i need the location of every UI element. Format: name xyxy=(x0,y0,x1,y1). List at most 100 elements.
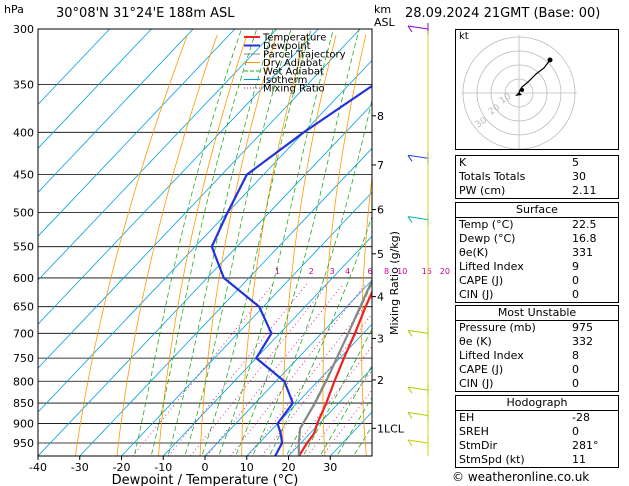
dry-adiabat xyxy=(74,34,188,456)
pressure-tick-label: 300 xyxy=(13,23,34,36)
asl-label: ASL xyxy=(374,16,396,29)
y-axis-label: hPa xyxy=(4,3,24,16)
wind-barb xyxy=(407,386,413,394)
legend-label: Temperature xyxy=(262,33,326,44)
unstable-panel: Most Unstable Pressure (mb) 975 θe (K) 332… xyxy=(455,305,619,392)
wet-adiabat xyxy=(269,215,372,455)
series-temperature xyxy=(298,289,372,456)
dry-adiabat xyxy=(158,34,248,456)
wind-barb xyxy=(407,439,429,444)
wet-adiabat xyxy=(151,29,258,455)
location-title: 30°08'N 31°24'E 188m ASL xyxy=(56,6,235,21)
legend-label: Dry Adiabat xyxy=(263,58,322,69)
legend-label: Mixing Ratio xyxy=(263,84,325,95)
isotherm xyxy=(38,59,372,413)
wind-barb xyxy=(407,329,429,334)
mixing-ratio-axis-label: Mixing Ratio (g/kg) xyxy=(388,231,401,335)
pressure-tick-label: 700 xyxy=(13,327,34,340)
isotherm xyxy=(38,29,110,106)
km-tick-label: 7 xyxy=(377,159,384,172)
datetime-title: 28.09.2024 21GMT (Base: 00) xyxy=(405,6,601,21)
isotherm xyxy=(79,147,372,456)
wet-adiabat xyxy=(134,29,242,455)
temp-tick-label: -40 xyxy=(29,461,47,474)
wet-adiabat xyxy=(337,396,372,455)
mixing-ratio-line xyxy=(168,283,308,456)
hodo-ring-label: 30 xyxy=(474,116,489,131)
legend-label: Isotherm xyxy=(263,75,307,86)
mixing-ratio-label: 8 xyxy=(384,267,389,276)
unstable-title: Most Unstable xyxy=(456,306,618,321)
hodograph-plot: 10 20 30 xyxy=(461,35,577,149)
mixing-ratio-label: 10 xyxy=(397,267,407,276)
isotherm xyxy=(121,191,372,456)
km-tick-label: 3 xyxy=(377,332,384,345)
surface-temp: 22.5 xyxy=(572,218,597,231)
pressure-tick-label: 900 xyxy=(13,418,34,431)
wind-barb xyxy=(407,25,429,30)
surface-panel: Surface Temp (°C) 22.5 Dewp (°C) 16.8 θe(K… xyxy=(455,202,619,303)
mixing-ratio-label: 1 xyxy=(275,267,280,276)
dry-adiabat xyxy=(116,34,218,456)
dry-adiabat xyxy=(436,35,455,456)
km-tick-label: 4 xyxy=(377,291,384,304)
wind-barb xyxy=(407,25,413,33)
mixing-ratio-label: 2 xyxy=(309,267,314,276)
pressure-tick-label: 350 xyxy=(13,78,34,91)
pressure-tick-label: 950 xyxy=(13,437,34,450)
mixing-ratio-line xyxy=(206,283,344,456)
totals-totals: 30 xyxy=(572,170,586,183)
km-tick-label: 1LCL xyxy=(377,422,405,435)
temp-tick-label: 30 xyxy=(323,461,337,474)
isotherm xyxy=(162,235,372,456)
km-tick-label: 8 xyxy=(377,110,384,123)
hodo-ring-label: 20 xyxy=(487,103,502,118)
mixing-ratio-line xyxy=(247,296,372,456)
isotherm xyxy=(38,29,277,281)
pressure-tick-label: 550 xyxy=(13,241,34,254)
dry-adiabat xyxy=(199,34,278,456)
precipitable-water: 2.11 xyxy=(572,184,597,197)
wind-barb xyxy=(407,216,413,223)
wet-adiabat xyxy=(202,29,312,455)
pressure-tick-label: 500 xyxy=(13,206,34,219)
temp-tick-label: -10 xyxy=(154,461,172,474)
wind-barb xyxy=(407,439,413,447)
wind-barb xyxy=(407,330,413,337)
credit-footer: © weatheronline.co.uk xyxy=(452,470,590,484)
x-axis-label: Dewpoint / Temperature (°C) xyxy=(112,473,299,486)
wind-barb xyxy=(407,412,413,419)
pressure-tick-label: 800 xyxy=(13,375,34,388)
isotherm xyxy=(246,323,372,456)
mixing-ratio-line xyxy=(132,283,274,456)
mixing-ratio-label: 3 xyxy=(330,267,335,276)
series-dewpoint xyxy=(210,84,372,456)
isotherm xyxy=(38,29,361,369)
km-tick-label: 2 xyxy=(377,374,384,387)
mixing-ratio-line xyxy=(230,283,367,456)
surface-dewp: 16.8 xyxy=(572,232,597,245)
wind-barb xyxy=(407,412,429,417)
isotherm xyxy=(38,103,372,456)
hodo-params-title: Hodograph xyxy=(456,396,618,411)
mixing-ratio-line xyxy=(261,313,372,456)
k-index: 5 xyxy=(572,156,579,169)
isotherm xyxy=(38,29,152,149)
pressure-tick-label: 400 xyxy=(13,126,34,139)
hodo-params-panel: Hodograph EH -28 SREH 0 StmDir 281° StmSpd … xyxy=(455,395,619,468)
pressure-tick-label: 850 xyxy=(13,397,34,410)
mixing-ratio-line xyxy=(306,369,372,456)
dry-adiabat xyxy=(282,34,337,456)
temp-tick-label: 0 xyxy=(202,461,209,474)
temp-tick-label: 10 xyxy=(240,461,254,474)
temp-tick-label: 20 xyxy=(282,461,296,474)
isotherm xyxy=(38,29,194,193)
dry-adiabat xyxy=(241,34,307,456)
temp-tick-label: -20 xyxy=(113,461,131,474)
isotherm xyxy=(38,29,319,325)
wind-barb xyxy=(407,386,429,391)
hodograph-panel: kt 10 20 30 xyxy=(455,29,619,150)
mixing-ratio-line xyxy=(190,283,329,456)
wet-adiabat xyxy=(252,98,372,455)
